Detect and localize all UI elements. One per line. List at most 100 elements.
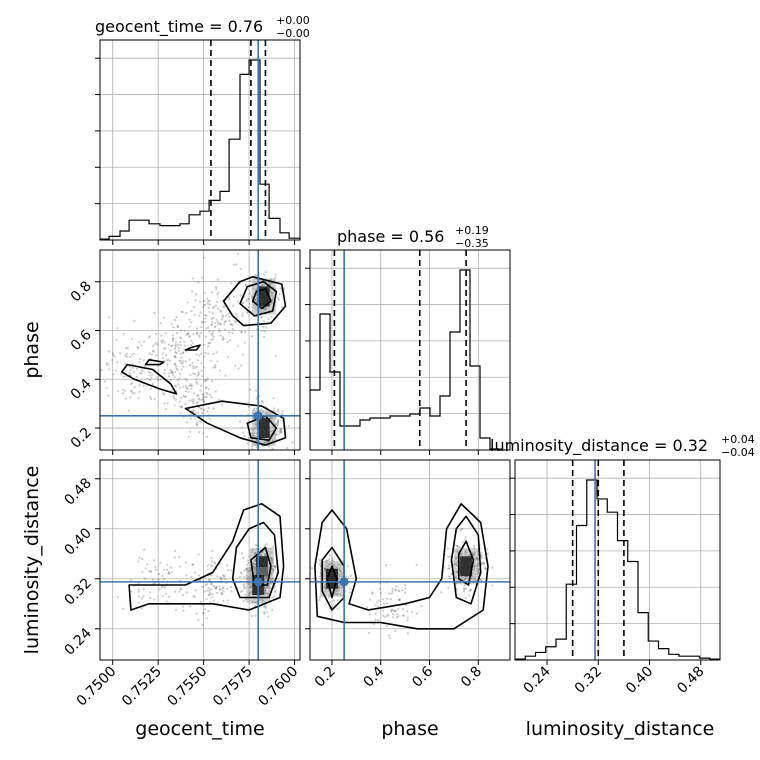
scatter-point bbox=[338, 587, 341, 590]
scatter-point bbox=[245, 568, 248, 571]
scatter-point bbox=[171, 334, 175, 337]
scatter-point bbox=[206, 377, 209, 380]
scatter-point bbox=[173, 355, 176, 358]
scatter-point bbox=[203, 291, 206, 295]
scatter-point bbox=[148, 352, 151, 355]
scatter-point bbox=[203, 395, 206, 398]
scatter-point bbox=[187, 435, 190, 438]
scatter-point bbox=[242, 556, 245, 560]
scatter-point bbox=[188, 318, 191, 321]
scatter-point bbox=[465, 576, 468, 579]
scatter-point bbox=[271, 293, 274, 296]
scatter-point bbox=[211, 565, 214, 568]
scatter-point bbox=[242, 600, 245, 603]
scatter-point bbox=[251, 428, 255, 431]
scatter-point bbox=[379, 582, 382, 585]
scatter-point bbox=[108, 350, 111, 353]
scatter-point bbox=[170, 378, 173, 381]
scatter-point bbox=[276, 433, 280, 436]
scatter-point bbox=[278, 293, 281, 296]
scatter-point bbox=[477, 570, 481, 573]
tick-label-y: 0.4 bbox=[68, 376, 95, 403]
scatter-point bbox=[336, 592, 340, 595]
scatter-point bbox=[135, 375, 139, 378]
scatter-point bbox=[174, 318, 177, 322]
scatter-point bbox=[401, 607, 405, 611]
scatter-point bbox=[245, 567, 249, 570]
scatter-point bbox=[394, 588, 397, 591]
scatter-point bbox=[131, 382, 134, 385]
scatter-point bbox=[456, 570, 459, 573]
scatter-point bbox=[162, 393, 166, 396]
scatter-point bbox=[270, 557, 273, 560]
scatter-point bbox=[180, 405, 184, 408]
scatter-point bbox=[250, 577, 253, 580]
scatter-point bbox=[196, 374, 199, 377]
scatter-point bbox=[215, 585, 218, 588]
scatter-point bbox=[154, 566, 157, 569]
scatter-point bbox=[159, 378, 162, 381]
scatter-point bbox=[386, 614, 389, 617]
scatter-point bbox=[327, 565, 330, 569]
scatter-point bbox=[246, 311, 249, 314]
scatter-point bbox=[179, 337, 183, 340]
scatter-point bbox=[209, 583, 212, 586]
scatter-point bbox=[252, 601, 255, 605]
scatter-point bbox=[138, 556, 141, 559]
scatter-point bbox=[228, 331, 231, 334]
scatter-point bbox=[178, 359, 181, 362]
scatter-point bbox=[233, 320, 237, 323]
scatter-point bbox=[140, 344, 143, 347]
scatter-point bbox=[177, 325, 180, 329]
contour-line bbox=[222, 276, 287, 327]
scatter-point bbox=[210, 560, 213, 563]
scatter-point bbox=[198, 431, 201, 434]
scatter-point bbox=[264, 553, 267, 556]
scatter-point bbox=[195, 380, 198, 384]
scatter-point bbox=[161, 352, 165, 355]
scatter-point bbox=[179, 588, 183, 591]
scatter-point bbox=[331, 559, 334, 562]
scatter-point bbox=[260, 316, 263, 319]
scatter-point bbox=[273, 436, 277, 440]
scatter-point bbox=[223, 305, 226, 308]
scatter-point bbox=[192, 392, 196, 395]
scatter-point bbox=[198, 335, 201, 338]
scatter-point bbox=[470, 588, 473, 591]
scatter-point bbox=[182, 352, 185, 355]
scatter-point bbox=[264, 441, 267, 444]
scatter-point bbox=[270, 576, 273, 580]
scatter-point bbox=[111, 352, 114, 355]
scatter-point bbox=[157, 379, 160, 382]
scatter-point bbox=[268, 582, 272, 585]
scatter-point bbox=[165, 600, 168, 603]
scatter-point bbox=[167, 343, 171, 346]
scatter-point bbox=[186, 301, 189, 304]
scatter-point bbox=[252, 408, 255, 412]
scatter-point bbox=[184, 403, 187, 406]
scatter-point bbox=[254, 297, 258, 300]
scatter-point bbox=[137, 397, 140, 400]
scatter-point bbox=[324, 585, 327, 588]
scatter-point bbox=[159, 334, 163, 337]
scatter-point bbox=[219, 588, 222, 591]
scatter-point bbox=[222, 589, 225, 593]
scatter-point bbox=[274, 423, 277, 426]
scatter-point bbox=[123, 375, 126, 378]
scatter-point bbox=[224, 320, 227, 324]
scatter-point bbox=[149, 396, 152, 399]
scatter-point bbox=[456, 549, 459, 552]
scatter-point bbox=[264, 306, 267, 309]
scatter-point bbox=[349, 591, 352, 594]
scatter-point bbox=[258, 594, 261, 598]
scatter-point bbox=[396, 608, 400, 611]
scatter-point bbox=[191, 563, 194, 566]
scatter-point bbox=[252, 547, 255, 550]
scatter-point bbox=[269, 573, 272, 576]
scatter-point bbox=[273, 595, 276, 598]
scatter-point bbox=[338, 593, 341, 596]
scatter-point bbox=[472, 565, 475, 568]
scatter-point bbox=[261, 329, 264, 333]
scatter-point bbox=[164, 353, 168, 357]
scatter-point bbox=[456, 570, 459, 573]
